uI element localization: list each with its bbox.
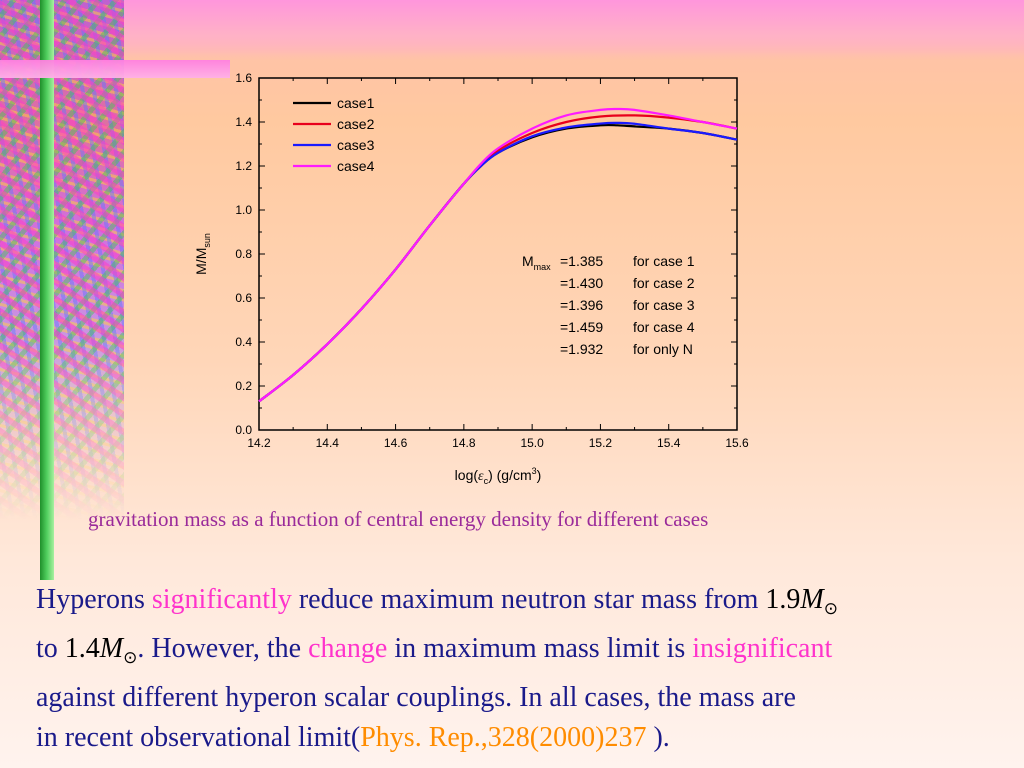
paragraph-line-4: in recent observational limit(Phys. Rep.… (36, 718, 1016, 758)
mmax-value: =1.932 (560, 341, 603, 357)
mmax-value: =1.430 (560, 275, 603, 291)
text-to: to (36, 633, 65, 664)
y-tick-label: 1.0 (235, 203, 252, 217)
x-tick-label: 14.2 (247, 436, 271, 450)
chart-svg: 14.2 14.4 14.6 14.8 15.0 15.2 15.4 15.6 0.0 0.2 0.… (193, 71, 749, 486)
y-tick-label: 1.6 (235, 71, 252, 85)
x-tick-label: 14.8 (452, 436, 476, 450)
text-close-paren: ). (653, 722, 670, 753)
decorative-side-artwork (0, 0, 124, 520)
mmax-case: for only N (633, 341, 693, 357)
y-tick-label: 0.6 (235, 291, 252, 305)
math-1-4-msun: 1.4M⊙ (64, 633, 138, 667)
legend-label-case1: case1 (337, 95, 375, 111)
text-observational-limit: in recent observational limit( (36, 722, 361, 753)
mmax-case: for case 1 (633, 253, 695, 269)
pink-horizontal-stripe (0, 60, 230, 78)
paragraph-line-2: to 1.4M⊙. However, the change in maximum… (36, 629, 1016, 678)
x-tick-label: 15.2 (589, 436, 613, 450)
mmax-value: =1.396 (560, 297, 603, 313)
text-significantly: significantly (151, 584, 292, 615)
text-change: change (308, 633, 388, 664)
figure-caption: gravitation mass as a function of centra… (88, 507, 709, 531)
mmax-value: =1.459 (560, 319, 603, 335)
legend-label-case3: case3 (337, 137, 375, 153)
legend-label-case4: case4 (337, 158, 375, 174)
x-tick-label: 14.4 (316, 436, 340, 450)
text-insignificant: insignificant (692, 633, 833, 664)
y-tick-label: 1.4 (235, 115, 252, 129)
y-tick-label: 1.2 (235, 159, 252, 173)
sun-symbol-icon: ⊙ (823, 599, 838, 618)
x-tick-label: 14.6 (384, 436, 408, 450)
x-tick-label: 15.6 (725, 436, 749, 450)
mmax-case: for case 3 (633, 297, 695, 313)
y-tick-label: 0.0 (235, 423, 252, 437)
text-max-limit: in maximum mass limit is (387, 633, 693, 664)
sun-symbol-icon: ⊙ (123, 648, 138, 667)
green-vertical-stripe (40, 0, 54, 580)
paragraph-line-3: against different hyperon scalar couplin… (36, 682, 796, 713)
mmax-case: for case 4 (633, 319, 695, 335)
text-however: . However, the (137, 633, 309, 664)
x-axis-label: log(εc) (g/cm3) (455, 466, 542, 486)
summary-paragraph: Hyperons significantly reduce maximum ne… (36, 580, 1016, 758)
mmax-label: Mmax (522, 253, 551, 272)
top-gradient-band (0, 0, 1024, 60)
x-tick-label: 15.0 (520, 436, 544, 450)
y-tick-label: 0.2 (235, 379, 252, 393)
reference-link: Phys. Rep.,328(2000)237 (360, 722, 654, 753)
math-1-9-msun: 1.9M⊙ (765, 584, 838, 618)
mmax-value: =1.385 (560, 253, 603, 269)
x-tick-label: 15.4 (657, 436, 681, 450)
paragraph-line-1: Hyperons significantly reduce maximum ne… (36, 580, 1016, 629)
y-tick-label: 0.4 (235, 335, 252, 349)
text-reduce: reduce maximum neutron star mass from (291, 584, 766, 615)
legend-label-case2: case2 (337, 116, 375, 132)
text-hyperons: Hyperons (36, 584, 152, 615)
series-line-case4 (258, 107, 738, 403)
mmax-case: for case 2 (633, 275, 695, 291)
y-tick-label: 0.8 (235, 247, 252, 261)
y-axis-label: M/Msun (193, 233, 212, 275)
mass-density-chart: 14.2 14.4 14.6 14.8 15.0 15.2 15.4 15.6 0.0 0.2 0.… (180, 66, 760, 496)
